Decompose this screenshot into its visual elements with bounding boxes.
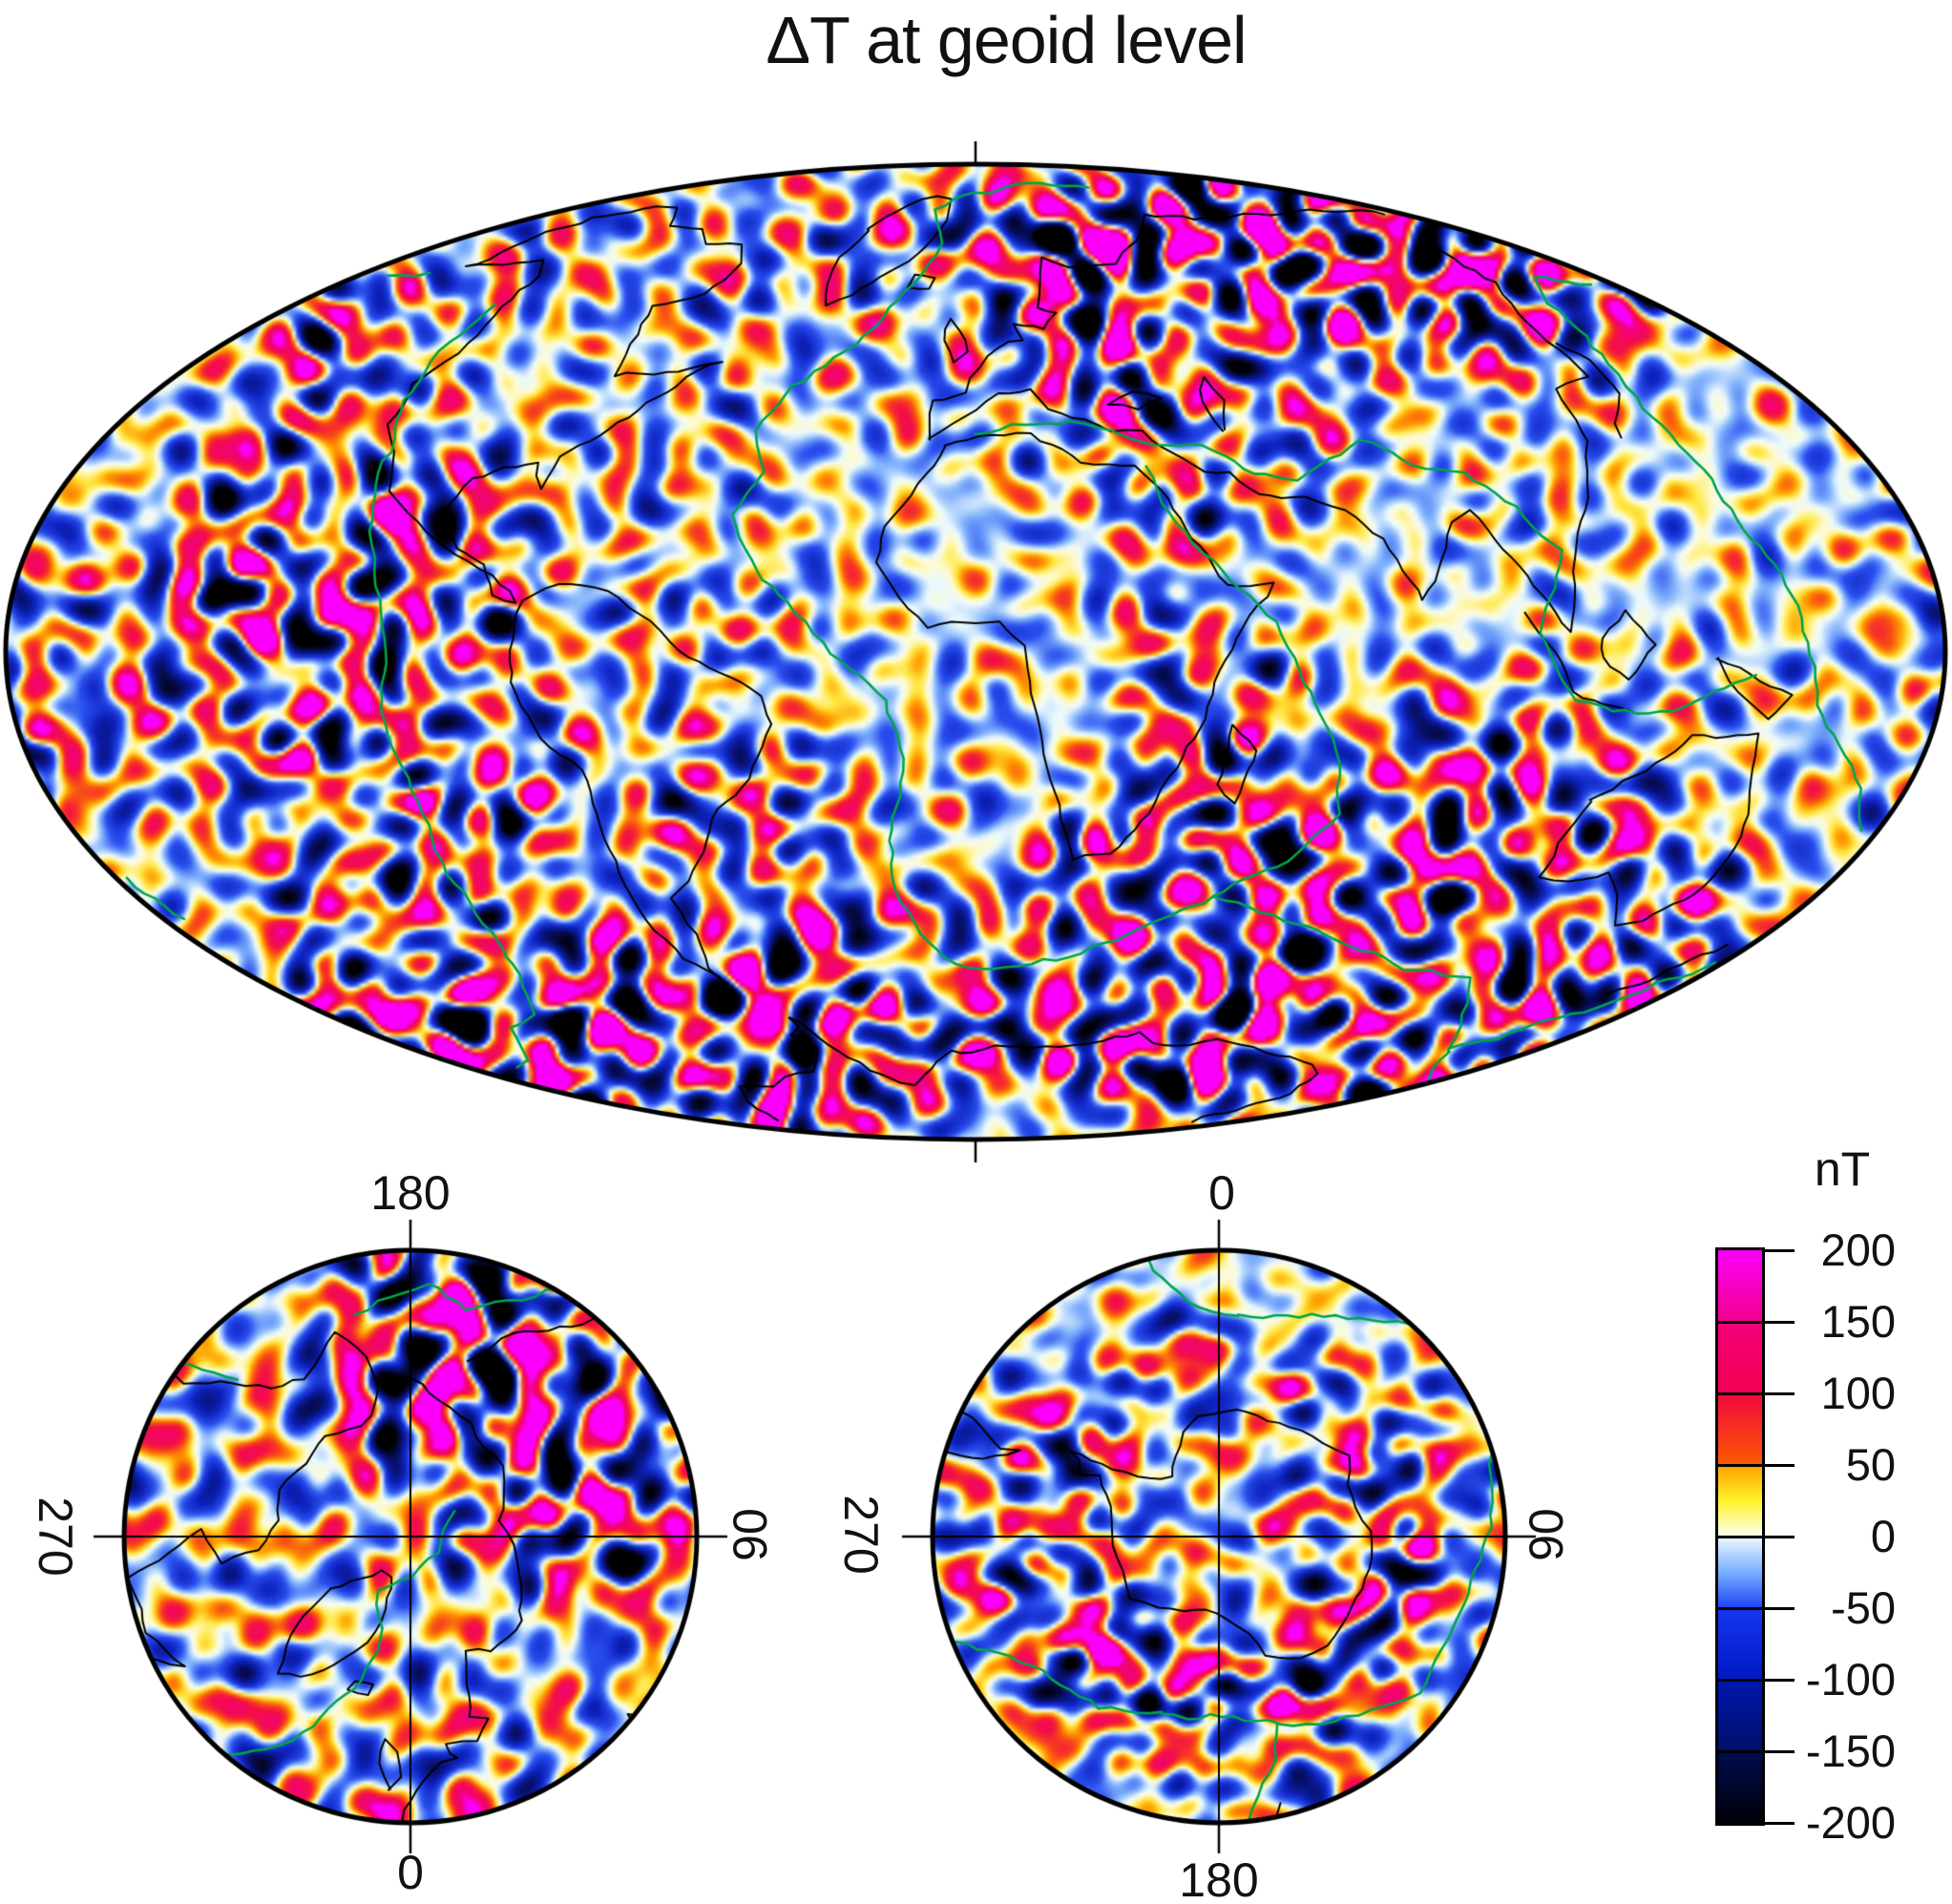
colorbar-segment-6 — [1718, 1680, 1762, 1751]
north-polar-bottom-label: 0 — [397, 1846, 424, 1899]
colorbar-segment-2 — [1718, 1393, 1762, 1465]
south-polar-bottom-label: 180 — [1179, 1853, 1259, 1904]
colorbar-tick — [1765, 1249, 1795, 1252]
colorbar-tick — [1765, 1392, 1795, 1395]
colorbar-tick-label: 150 — [1820, 1296, 1896, 1347]
colorbar-tick — [1765, 1607, 1795, 1610]
colorbar-segment-5 — [1718, 1608, 1762, 1680]
colorbar-tick — [1765, 1822, 1795, 1825]
colorbar-tick — [1765, 1536, 1795, 1538]
colorbar-segment-1 — [1718, 1322, 1762, 1393]
colorbar-segment-0 — [1718, 1250, 1762, 1322]
figure-title: ΔT at geoid level — [766, 3, 1247, 77]
north-polar-left-label: 270 — [29, 1496, 82, 1577]
colorbar-tick — [1765, 1464, 1795, 1467]
colorbar-segment-7 — [1718, 1751, 1762, 1823]
north-polar-top-label: 180 — [370, 1166, 451, 1220]
colorbar-divider — [1718, 1607, 1762, 1610]
south-polar-left-label: 270 — [834, 1495, 888, 1575]
colorbar-divider — [1718, 1750, 1762, 1753]
colorbar-tick — [1765, 1750, 1795, 1753]
south-polar-right-label: 90 — [1520, 1508, 1573, 1561]
colorbar-tick-label: -50 — [1831, 1582, 1896, 1633]
south-polar-top-label: 0 — [1208, 1166, 1235, 1220]
colorbar-tick-label: -150 — [1805, 1726, 1896, 1776]
colorbar-divider — [1718, 1679, 1762, 1682]
colorbar-segment-4 — [1718, 1537, 1762, 1608]
colorbar-divider — [1718, 1536, 1762, 1538]
colorbar-tick — [1765, 1679, 1795, 1682]
colorbar-segment-3 — [1718, 1465, 1762, 1537]
colorbar-tick-label: -200 — [1805, 1797, 1896, 1848]
colorbar-tick-label: 50 — [1845, 1439, 1896, 1490]
colorbar-divider — [1718, 1392, 1762, 1395]
colorbar-tick — [1765, 1321, 1795, 1324]
colorbar-tick-label: 100 — [1820, 1368, 1896, 1418]
colorbar — [1715, 1247, 1765, 1826]
colorbar-divider — [1718, 1321, 1762, 1324]
colorbar-tick-label: 200 — [1820, 1224, 1896, 1275]
north-polar-right-label: 90 — [724, 1508, 777, 1561]
colorbar-divider — [1718, 1464, 1762, 1467]
colorbar-tick-label: -100 — [1805, 1654, 1896, 1705]
colorbar-unit-label: nT — [1814, 1142, 1871, 1196]
colorbar-tick-label: 0 — [1870, 1511, 1896, 1561]
